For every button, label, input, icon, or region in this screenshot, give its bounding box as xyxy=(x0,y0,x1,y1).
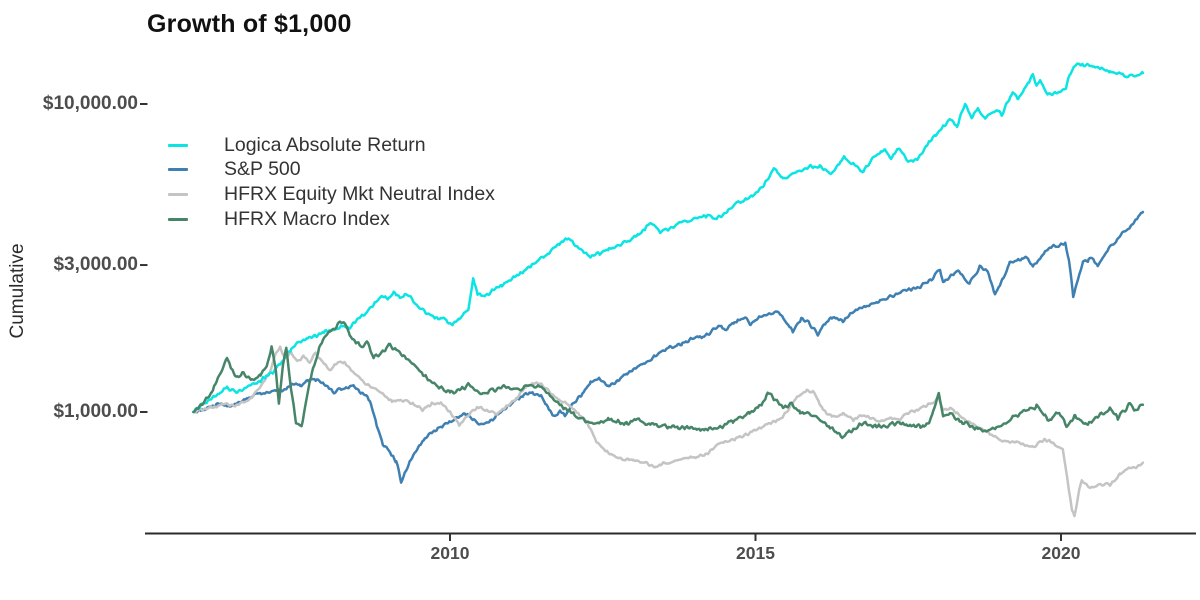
y-axis-title: Cumulative xyxy=(7,243,28,339)
chart-title: Growth of $1,000 xyxy=(147,10,352,38)
legend-swatch xyxy=(168,217,188,221)
legend-swatch xyxy=(168,168,188,172)
x-tick-label: 2020 xyxy=(1041,543,1081,563)
legend-swatch xyxy=(168,143,188,147)
x-tick-label: 2015 xyxy=(736,543,775,563)
legend-swatch xyxy=(168,192,188,196)
series-line-s-p-500 xyxy=(192,210,1145,484)
series-line-hfrx-equity-mkt-neutral-index xyxy=(192,345,1145,518)
y-tick-label: $1,000.00 xyxy=(53,401,138,422)
legend-label: HFRX Equity Mkt Neutral Index xyxy=(224,182,495,205)
legend-item: HFRX Equity Mkt Neutral Index xyxy=(168,182,495,207)
legend: Logica Absolute Return S&P 500 HFRX Equity… xyxy=(168,133,495,231)
legend-label: Logica Absolute Return xyxy=(224,133,426,156)
legend-item: HFRX Macro Index xyxy=(168,207,495,232)
series-line-logica-absolute-return xyxy=(192,62,1145,414)
x-tick-label: 2010 xyxy=(430,543,470,563)
legend-item: S&P 500 xyxy=(168,158,495,183)
legend-label: S&P 500 xyxy=(224,158,301,181)
legend-label: HFRX Macro Index xyxy=(224,207,390,230)
legend-item: Logica Absolute Return xyxy=(168,133,495,158)
y-tick-label: $10,000.00 xyxy=(42,93,138,114)
y-tick-label: $3,000.00 xyxy=(53,254,138,276)
series-line-hfrx-macro-index xyxy=(192,320,1145,440)
